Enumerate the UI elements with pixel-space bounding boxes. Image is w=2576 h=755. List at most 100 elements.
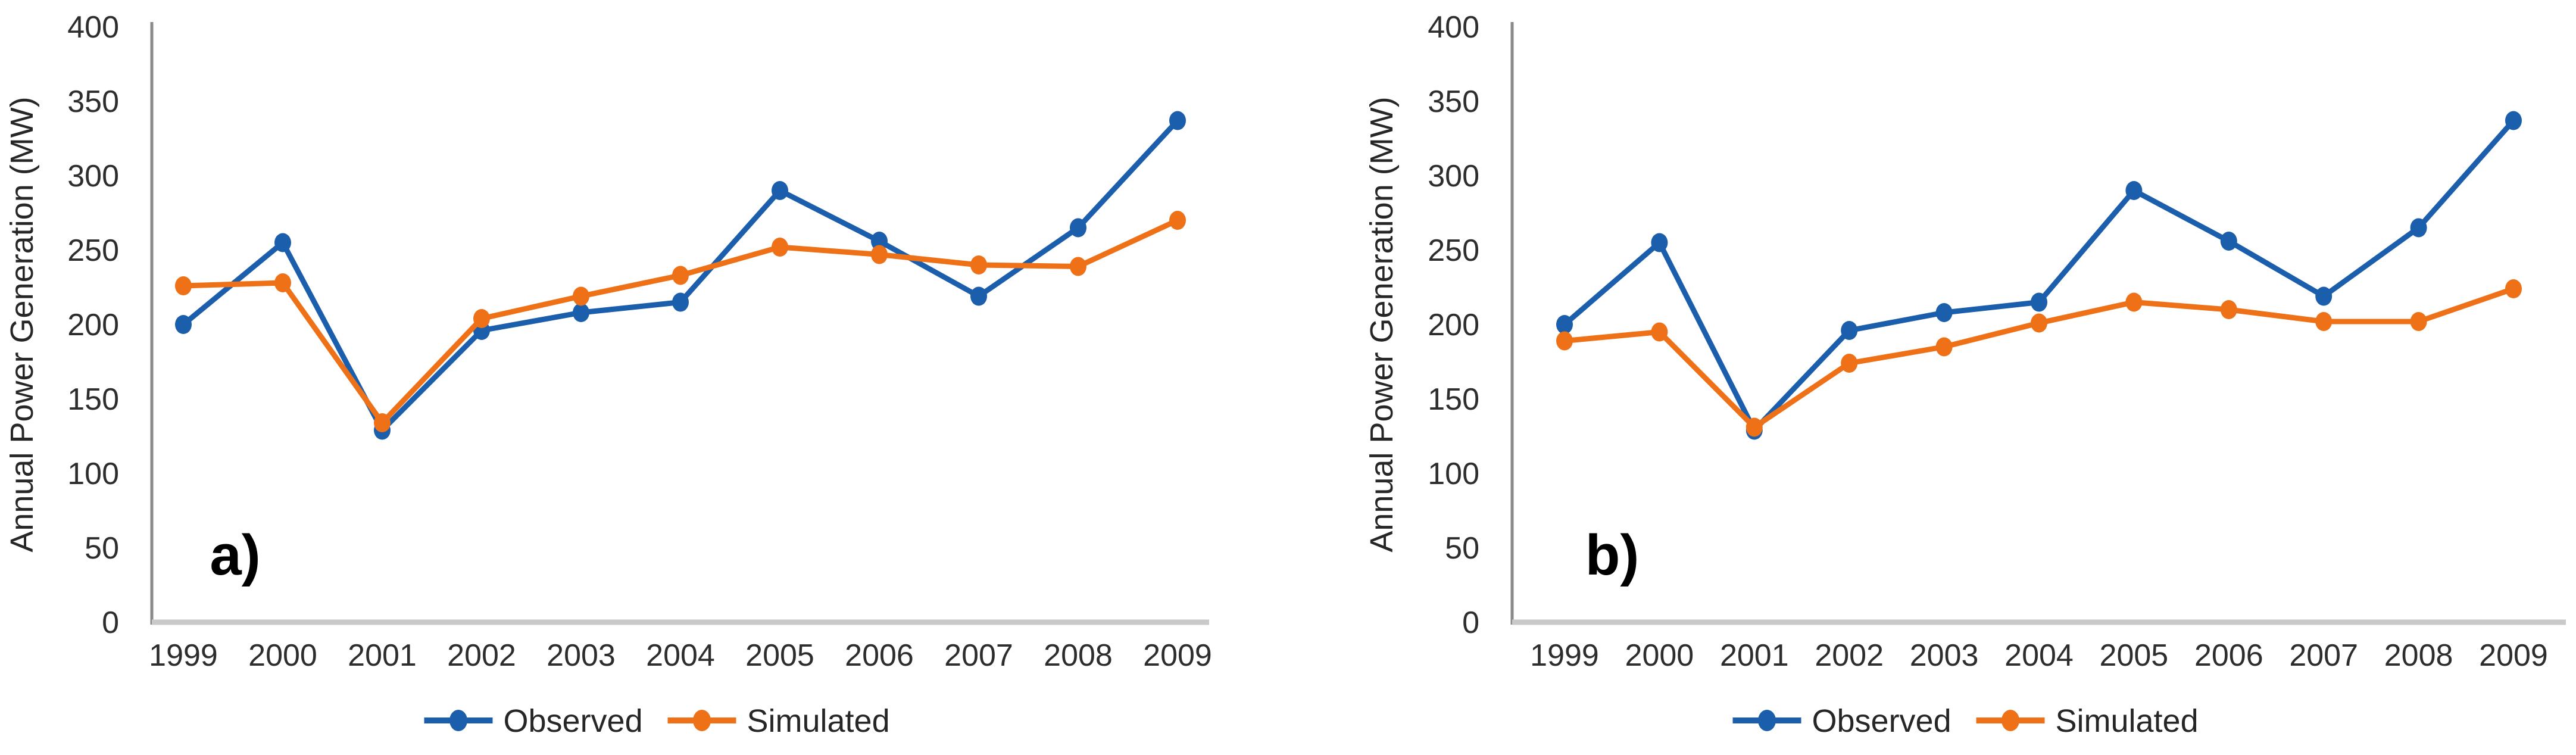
y-tick-label: 350 xyxy=(1428,85,1479,119)
x-tick-label: 1999 xyxy=(1530,638,1599,673)
data-point-simulated-1999 xyxy=(175,276,192,295)
chart-panel-a: Annual Power Generation (MW) 0 50 100 150 200… xyxy=(4,10,1212,739)
x-tick-label: 2000 xyxy=(1625,638,1694,673)
data-point-simulated-2008 xyxy=(1070,257,1086,276)
data-point-simulated-2002 xyxy=(1841,354,1858,373)
data-point-simulated-2002 xyxy=(473,309,490,328)
data-point-observed-1999 xyxy=(175,315,192,334)
data-point-observed-2003 xyxy=(573,303,589,322)
legend: Observed Simulated xyxy=(424,703,890,739)
x-tick-label: 2009 xyxy=(2479,638,2548,673)
legend-item-observed: Observed xyxy=(424,703,643,739)
data-point-observed-2000 xyxy=(1651,233,1668,252)
x-tick-label: 2000 xyxy=(248,638,317,673)
data-point-observed-2009 xyxy=(2505,111,2522,130)
data-point-simulated-2004 xyxy=(672,266,689,285)
x-tick-label: 2003 xyxy=(1910,638,1979,673)
data-point-simulated-2004 xyxy=(2031,313,2047,333)
line-chart-a: Annual Power Generation (MW) 0 50 100 150 200… xyxy=(4,10,1212,739)
x-tick-label: 2002 xyxy=(1815,638,1884,673)
data-point-simulated-2000 xyxy=(274,273,291,292)
legend-label: Observed xyxy=(504,703,643,739)
panel-label: b) xyxy=(1585,523,1640,587)
data-point-simulated-2006 xyxy=(871,245,888,264)
y-tick-label: 100 xyxy=(1428,457,1479,491)
legend-item-simulated: Simulated xyxy=(1976,703,2199,739)
legend-marker-dot xyxy=(449,710,467,731)
legend-label: Simulated xyxy=(2056,703,2199,739)
y-tick-label: 300 xyxy=(67,159,119,194)
data-point-simulated-2000 xyxy=(1651,322,1668,342)
legend-item-simulated: Simulated xyxy=(667,703,890,739)
data-point-simulated-2007 xyxy=(970,255,987,274)
y-tick-label: 200 xyxy=(67,308,119,342)
data-point-simulated-2005 xyxy=(2125,292,2143,312)
x-tick-label: 2008 xyxy=(2384,638,2453,673)
y-tick-label: 0 xyxy=(1462,606,1479,640)
data-point-observed-2005 xyxy=(2125,181,2143,200)
y-tick-label: 0 xyxy=(102,606,119,640)
series-line-observed xyxy=(1562,118,2516,433)
x-tick-label: 2002 xyxy=(447,638,516,673)
data-point-simulated-2003 xyxy=(573,286,589,306)
data-point-observed-2004 xyxy=(672,292,689,312)
data-point-simulated-2001 xyxy=(1746,417,1763,437)
y-tick-label: 50 xyxy=(85,531,119,566)
x-tick-label: 2009 xyxy=(1143,638,1212,673)
data-point-simulated-2009 xyxy=(2505,279,2522,298)
x-tick-label: 2006 xyxy=(845,638,914,673)
data-point-observed-2006 xyxy=(2220,232,2237,251)
data-point-observed-2004 xyxy=(2031,292,2047,312)
data-point-simulated-2005 xyxy=(772,238,788,257)
data-point-simulated-2009 xyxy=(1169,211,1186,230)
data-point-observed-2003 xyxy=(1935,303,1953,322)
legend-marker-dot xyxy=(693,710,711,731)
y-axis-title: Annual Power Generation (MW) xyxy=(4,96,40,552)
y-tick-label: 350 xyxy=(67,85,119,119)
x-tick-label: 2004 xyxy=(646,638,715,673)
x-tick-label: 1999 xyxy=(149,638,218,673)
y-tick-label: 400 xyxy=(67,10,119,45)
y-tick-label: 50 xyxy=(1445,531,1479,566)
data-point-simulated-2008 xyxy=(2410,312,2427,331)
legend-marker-dot xyxy=(1758,710,1776,731)
legend: Observed Simulated xyxy=(1732,703,2199,739)
data-point-simulated-2007 xyxy=(2315,312,2333,331)
chart-panel-b: Annual Power Generation (MW) 0 50 100 150 200… xyxy=(1288,0,2576,755)
data-point-observed-2002 xyxy=(1841,321,1858,340)
y-tick-label: 250 xyxy=(1428,233,1479,268)
data-point-observed-2007 xyxy=(970,286,987,306)
data-point-observed-2006 xyxy=(871,232,888,251)
y-tick-label: 150 xyxy=(67,382,119,417)
series-line-simulated xyxy=(180,217,1181,426)
legend-item-observed: Observed xyxy=(1732,703,1951,739)
data-point-simulated-2001 xyxy=(374,413,391,432)
y-tick-label: 150 xyxy=(1428,382,1479,417)
y-tick-label: 400 xyxy=(1428,10,1479,45)
legend-marker-dot xyxy=(2002,710,2019,731)
x-tick-label: 2007 xyxy=(2289,638,2358,673)
x-tick-label: 2005 xyxy=(2100,638,2169,673)
y-tick-label: 300 xyxy=(1428,159,1479,194)
data-point-observed-2009 xyxy=(1169,111,1186,130)
legend-label: Observed xyxy=(1812,703,1951,739)
data-point-observed-2000 xyxy=(274,233,291,252)
data-point-observed-2008 xyxy=(2410,218,2427,238)
x-tick-label: 2005 xyxy=(745,638,814,673)
data-point-observed-2005 xyxy=(772,181,788,200)
legend-label: Simulated xyxy=(747,703,890,739)
data-point-observed-1999 xyxy=(1556,315,1573,334)
line-chart-b: Annual Power Generation (MW) 0 50 100 150 200… xyxy=(1364,10,2566,739)
y-axis-title: Annual Power Generation (MW) xyxy=(1364,96,1400,552)
data-point-simulated-2003 xyxy=(1935,337,1953,357)
data-point-observed-2008 xyxy=(1070,218,1086,238)
data-point-simulated-1999 xyxy=(1556,331,1573,351)
panel-label: a) xyxy=(210,523,260,587)
x-tick-label: 2006 xyxy=(2194,638,2263,673)
y-tick-label: 250 xyxy=(67,233,119,268)
x-tick-label: 2001 xyxy=(348,638,417,673)
x-tick-label: 2004 xyxy=(2004,638,2074,673)
y-tick-label: 200 xyxy=(1428,308,1479,342)
x-tick-label: 2001 xyxy=(1720,638,1789,673)
